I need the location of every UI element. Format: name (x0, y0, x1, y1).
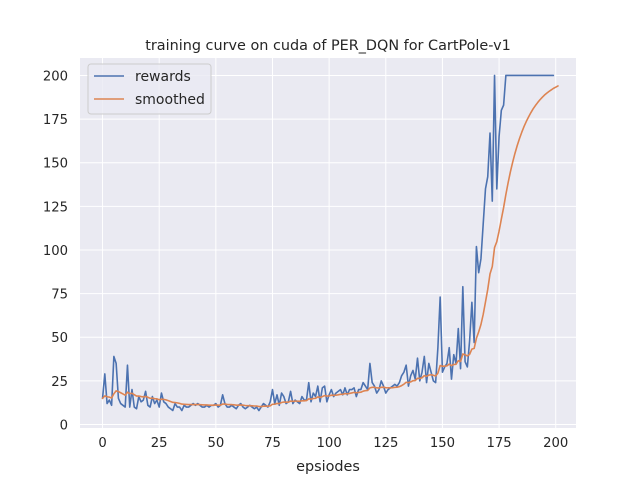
series-lines (101, 74, 559, 412)
x-tick-label: 0 (98, 436, 106, 451)
y-tick-label: 175 (43, 113, 68, 128)
x-tick-label: 200 (543, 436, 568, 451)
x-tick-label: 50 (207, 436, 224, 451)
chart-title: training curve on cuda of PER_DQN for Ca… (145, 38, 511, 54)
y-tick-label: 150 (43, 157, 68, 172)
series-line-rewards (101, 74, 555, 412)
tick-labels: 0 25 50 75 100 125 150 175 200 0 25 50 75 100 125 150 17… (43, 69, 568, 451)
y-tick-label: 25 (51, 375, 68, 390)
y-tick-label: 100 (43, 244, 68, 259)
x-tick-label: 75 (264, 436, 281, 451)
y-tick-label: 75 (51, 288, 68, 303)
x-tick-label: 100 (317, 436, 342, 451)
x-axis-label: epsiodes (296, 459, 360, 475)
legend-label-rewards: rewards (135, 69, 191, 85)
y-tick-label: 0 (60, 419, 68, 434)
y-tick-label: 125 (43, 200, 68, 215)
y-tick-label: 200 (43, 69, 68, 84)
series-line-smoothed (101, 85, 559, 408)
legend: rewards smoothed (87, 63, 212, 115)
x-tick-label: 175 (486, 436, 511, 451)
x-tick-label: 125 (373, 436, 398, 451)
x-tick-label: 150 (430, 436, 455, 451)
x-tick-label: 25 (151, 436, 168, 451)
y-tick-label: 50 (51, 331, 68, 346)
legend-label-smoothed: smoothed (135, 92, 205, 108)
